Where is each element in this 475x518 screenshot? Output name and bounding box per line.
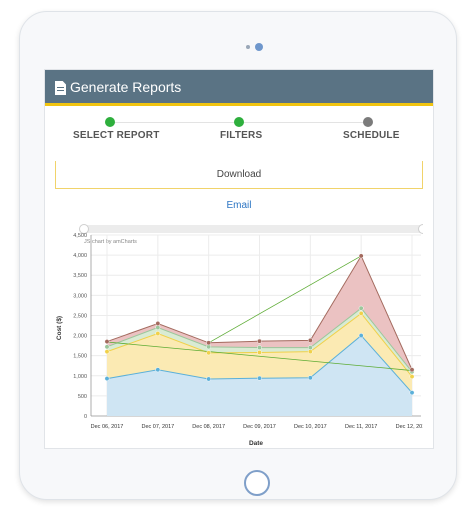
x-tick-label: Dec 12, 2017 [396,424,423,430]
data-point[interactable] [358,333,364,339]
data-point[interactable] [358,305,364,311]
data-point[interactable] [104,376,110,382]
data-point[interactable] [358,253,364,259]
data-point[interactable] [206,340,212,346]
data-point[interactable] [307,345,313,351]
data-point[interactable] [104,339,110,345]
trend-line-2 [106,341,413,371]
chart-scrollbar[interactable] [82,225,427,233]
header-bar: Generate Reports [45,70,433,106]
download-label: Download [216,169,262,180]
data-point[interactable] [307,337,313,343]
data-point[interactable] [409,390,415,396]
data-point[interactable] [307,349,313,355]
y-tick-label: 4,000 [73,253,87,259]
data-point[interactable] [155,325,161,330]
data-point[interactable] [206,350,212,356]
y-tick-label: 1,000 [73,374,87,380]
data-point[interactable] [206,376,212,382]
data-point[interactable] [257,345,262,351]
data-point[interactable] [155,321,161,326]
y-axis-label: Cost ($) [56,316,63,340]
y-tick-label: 2,000 [73,334,87,340]
data-point[interactable] [409,367,415,373]
data-point[interactable] [307,375,313,381]
y-tick-label: 1,500 [73,354,87,360]
download-button[interactable]: Download [55,161,423,189]
x-tick-label: Dec 09, 2017 [243,424,276,430]
data-point[interactable] [104,349,110,355]
trend-line-1 [208,255,362,344]
home-button[interactable] [244,470,270,496]
y-tick-label: 2,500 [73,313,87,319]
data-point[interactable] [257,338,262,344]
area-series-4 [107,255,412,372]
x-tick-label: Dec 10, 2017 [294,424,327,430]
data-point[interactable] [257,349,262,355]
page-title: Generate Reports [70,79,182,95]
x-tick-label: Dec 06, 2017 [91,424,124,430]
step-dot-schedule [363,117,373,127]
y-tick-label: 0 [84,414,87,420]
camera-dot [246,45,250,49]
step-select-report[interactable]: SELECT REPORT [73,130,160,141]
data-point[interactable] [206,344,212,350]
email-link[interactable]: Email [226,200,252,211]
y-tick-label: 500 [78,394,87,400]
data-point[interactable] [358,310,364,316]
scrollbar-left-handle[interactable] [79,224,89,234]
y-tick-label: 3,000 [73,293,87,299]
x-tick-label: Dec 07, 2017 [141,424,174,430]
screen: Generate Reports SELECT REPORT FILTERS S… [44,69,434,449]
data-point[interactable] [155,331,161,336]
document-icon [55,81,66,95]
area-series-1 [107,335,412,416]
chart-svg: JS chart by amCharts Cost ($) Date 0 500 1… [56,224,428,447]
x-axis-label: Date [249,440,263,447]
step-schedule[interactable]: SCHEDULE [343,130,400,141]
x-tick-label: Dec 08, 2017 [192,424,225,430]
data-point[interactable] [104,344,110,350]
chart-credit: JS chart by amCharts [84,239,137,245]
step-filters[interactable]: FILTERS [220,130,263,141]
data-point[interactable] [409,374,415,380]
data-point[interactable] [155,367,161,373]
data-point[interactable] [257,375,262,381]
y-tick-label: 4,500 [73,233,87,239]
cost-chart: JS chart by amCharts Cost ($) Date 0 500 1… [55,223,428,448]
camera-lens [255,43,263,51]
y-tick-label: 3,500 [73,273,87,279]
step-dot-select-report [105,117,115,127]
scrollbar-right-handle[interactable] [418,224,428,234]
step-dot-filters [234,117,244,127]
x-tick-label: Dec 11, 2017 [345,424,377,430]
